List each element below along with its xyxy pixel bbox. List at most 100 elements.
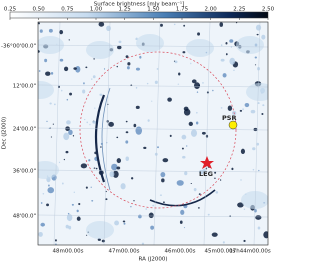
source-blob xyxy=(160,172,166,178)
source-blob xyxy=(106,25,111,32)
grid-line xyxy=(38,84,268,88)
source-blob xyxy=(256,142,260,146)
source-blob xyxy=(82,89,86,94)
region-circle xyxy=(79,51,237,209)
annotation: PSR xyxy=(222,114,236,122)
source-blob xyxy=(261,112,264,115)
source-blob xyxy=(181,134,187,140)
source-blob xyxy=(135,126,143,135)
source-blob xyxy=(244,102,250,108)
source-blob xyxy=(85,66,88,69)
diffuse-emission xyxy=(38,81,54,99)
source-blob xyxy=(177,83,180,85)
source-blob xyxy=(69,92,73,96)
source-blob xyxy=(125,156,129,162)
source-blob xyxy=(220,107,223,109)
source-blob xyxy=(256,33,259,36)
source-blob xyxy=(116,158,122,164)
annotation: LEG xyxy=(199,170,213,178)
source-blob xyxy=(257,226,261,230)
source-blob xyxy=(191,79,197,84)
source-blob xyxy=(196,91,199,93)
grid-line xyxy=(103,22,111,245)
source-blob xyxy=(71,203,74,206)
source-blob xyxy=(83,82,85,85)
colorbar-tick-label: 2.25 xyxy=(233,7,246,13)
source-blob xyxy=(138,214,142,219)
source-blob xyxy=(130,205,132,208)
source-blob xyxy=(233,69,235,72)
source-blob xyxy=(49,102,52,105)
source-blob xyxy=(190,62,192,65)
source-blob xyxy=(219,22,224,27)
source-blob xyxy=(214,171,217,174)
plot-area xyxy=(38,22,268,245)
source-blob xyxy=(63,132,70,141)
colorbar-label: Surface brightness [mJy beam⁻¹] xyxy=(94,1,184,8)
source-blob xyxy=(188,121,193,127)
y-tick-label: 36'00.0" xyxy=(13,169,36,175)
shell-arc-faint xyxy=(101,87,111,191)
source-blob xyxy=(215,191,219,194)
psr-marker xyxy=(228,120,238,130)
source-blob xyxy=(222,73,227,78)
source-blob xyxy=(108,121,114,127)
x-tick-label: 47m00.00s xyxy=(109,249,140,255)
colorbar-tick-label: 0.75 xyxy=(61,7,74,13)
source-blob xyxy=(147,119,150,122)
source-blob xyxy=(237,202,244,208)
shell-arc xyxy=(94,94,106,183)
source-blob xyxy=(161,178,165,183)
shell-bottom xyxy=(149,189,216,207)
source-blob xyxy=(80,163,88,169)
source-blob xyxy=(117,45,122,50)
source-blob xyxy=(39,29,43,33)
source-blob xyxy=(182,51,186,54)
source-blob xyxy=(125,140,129,144)
source-blob xyxy=(76,216,81,221)
source-blob xyxy=(91,78,93,80)
colorbar-tick-label: 2.50 xyxy=(262,7,274,13)
source-blob xyxy=(148,212,154,219)
source-blob xyxy=(229,39,234,43)
source-blob xyxy=(66,98,69,101)
source-blob xyxy=(235,22,238,24)
source-blob xyxy=(68,225,72,230)
source-blob xyxy=(106,120,109,123)
colorbar-tick-label: 1.00 xyxy=(90,7,103,13)
source-blob xyxy=(169,134,172,138)
source-blob xyxy=(222,241,225,244)
source-blob xyxy=(156,68,159,70)
source-blob xyxy=(103,68,106,70)
grid-line xyxy=(253,22,261,245)
source-blob xyxy=(139,55,142,59)
source-blob xyxy=(58,161,61,163)
source-blob xyxy=(50,71,54,75)
source-blob xyxy=(143,146,147,150)
grid-line xyxy=(53,22,61,245)
source-blob xyxy=(114,220,120,226)
source-blob xyxy=(183,227,186,229)
source-blob xyxy=(150,225,155,230)
source-blob xyxy=(116,65,118,68)
source-blob xyxy=(55,243,57,245)
source-blob xyxy=(240,148,246,154)
image xyxy=(38,22,268,245)
source-blob xyxy=(255,24,262,31)
source-blob xyxy=(83,118,86,121)
source-blob xyxy=(243,239,246,242)
source-blob xyxy=(146,82,149,85)
source-blob xyxy=(65,224,69,229)
source-blob xyxy=(159,194,162,196)
source-blob xyxy=(61,89,63,92)
source-blob xyxy=(220,44,223,47)
source-blob xyxy=(63,66,69,72)
source-blob xyxy=(65,150,69,154)
source-blob xyxy=(61,182,64,185)
source-blob xyxy=(231,167,234,171)
source-blob xyxy=(86,121,88,124)
source-blob xyxy=(42,192,45,195)
source-blob xyxy=(46,203,50,207)
source-blob xyxy=(178,72,181,76)
source-blob xyxy=(179,220,183,224)
